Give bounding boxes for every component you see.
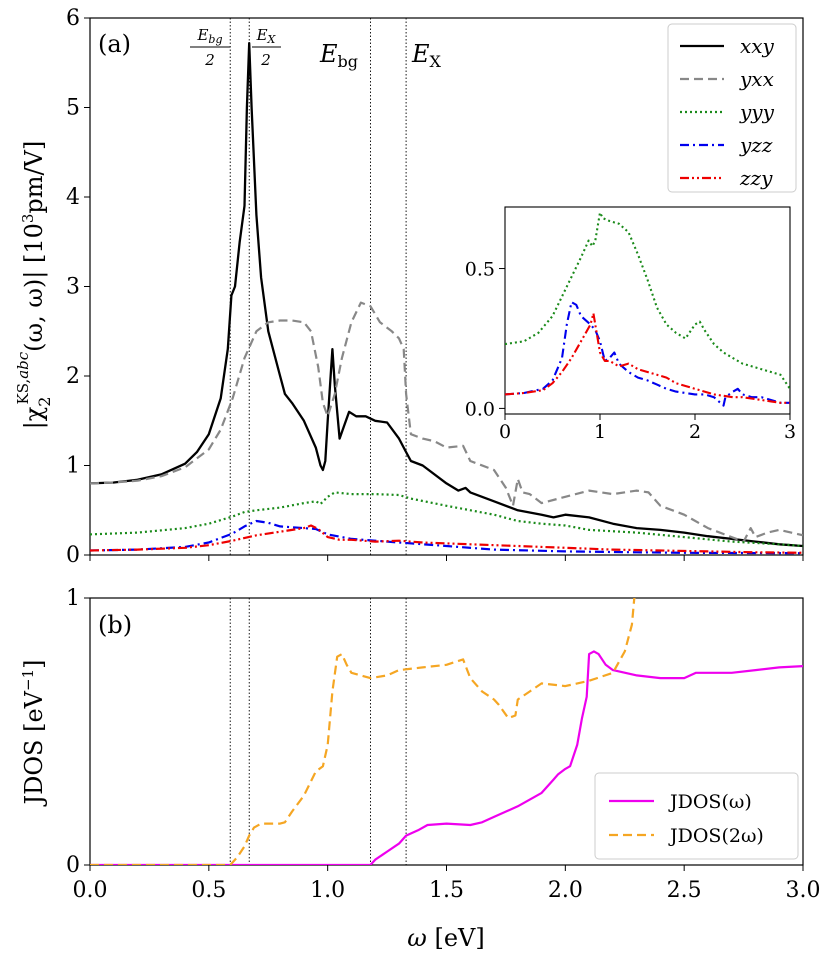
- a-ytick-label: 0: [66, 543, 80, 568]
- inset-xtick-label: 2: [689, 421, 701, 443]
- panel-b-vlines: [229, 598, 407, 865]
- svg-text:2: 2: [260, 51, 271, 69]
- panel-b-ylabel: JDOS [eV−1]: [19, 659, 48, 807]
- panel-b: 01 0.0 0.5 1.0 1.5 2.0 2.5 3.0 (b) JDOS [eV−1]…: [19, 586, 821, 952]
- a-ytick-label: 2: [66, 364, 80, 389]
- series-inset-zzy: [505, 312, 790, 404]
- legend-b-label-0: JDOS(ω): [668, 791, 752, 813]
- legend-label-xxy: xxy: [740, 34, 775, 58]
- series-yyy: [90, 491, 803, 548]
- b-xtick-label: 2.0: [548, 878, 583, 903]
- series-inset-yyy: [505, 211, 790, 390]
- legend-label-yyy: yyy: [739, 100, 775, 124]
- vline-label-ebg-half: Ebg 2: [190, 26, 230, 69]
- b-ytick-label: 0: [66, 853, 80, 878]
- inset-ticks: 0.0 0.5 0 1 2 3: [465, 259, 796, 443]
- panel-a-series: [90, 41, 803, 555]
- vline-label-ex: EX: [411, 40, 442, 71]
- panel-b-legend: JDOS(ω) JDOS(2ω): [594, 772, 799, 860]
- panel-a-y-ticks: 0 1 2 3 4 5 6: [66, 6, 90, 568]
- series-zzy: [90, 524, 803, 554]
- panel-a-label: (a): [98, 30, 131, 58]
- series-xxy: [90, 41, 803, 548]
- b-xtick-label: 0.0: [73, 878, 108, 903]
- panel-b-series: [90, 598, 803, 865]
- legend-label-yxx: yxx: [739, 67, 774, 91]
- legend-label-zzy: zzy: [739, 166, 773, 190]
- b-ytick-label: 1: [66, 586, 80, 611]
- panel-a-vlines: [229, 18, 407, 555]
- inset-series: [505, 211, 790, 407]
- a-ytick-label: 1: [66, 454, 80, 479]
- a-ytick-label: 3: [66, 275, 80, 300]
- vline-label-ex-half: EX 2: [252, 26, 281, 69]
- a-ytick-label: 5: [66, 96, 80, 121]
- series-yzz: [90, 519, 803, 555]
- b-xtick-label: 3.0: [786, 878, 821, 903]
- b-xtick-label: 2.5: [667, 878, 702, 903]
- a-ytick-label: 4: [66, 185, 80, 210]
- b-xtick-label: 1.0: [310, 878, 345, 903]
- svg-text:Ebg: Ebg: [196, 26, 222, 46]
- panel-a-inset: 0.0 0.5 0 1 2 3: [465, 206, 796, 443]
- vline-label-ebg: Ebg: [319, 40, 358, 71]
- b-xtick-label: 1.5: [429, 878, 464, 903]
- panel-b-label: (b): [98, 611, 132, 639]
- panel-b-xlabel: ω [eV]: [407, 924, 484, 952]
- series-jdos-0: [90, 650, 803, 865]
- series-inset-yzz: [505, 301, 790, 407]
- b-xtick-label: 0.5: [191, 878, 226, 903]
- panel-a-x-ticks: [89, 555, 804, 561]
- legend-label-yzz: yzz: [739, 133, 773, 157]
- inset-ytick-label: 0.0: [465, 398, 495, 420]
- svg-text:2: 2: [204, 51, 215, 69]
- inset-ytick-label: 0.5: [465, 259, 495, 281]
- inset-xtick-label: 1: [594, 421, 606, 443]
- panel-a: 0 1 2 3 4 5 6 (a) |χ2KS,abc(ω, ω)| [103pm/V] E…: [14, 6, 804, 568]
- panel-a-ylabel: |χ2KS,abc(ω, ω)| [103pm/V]: [14, 141, 54, 430]
- inset-xtick-label: 3: [784, 421, 796, 443]
- svg-text:EX: EX: [256, 26, 277, 46]
- series-jdos-1: [90, 598, 636, 865]
- panel-b-y-ticks: 01: [66, 586, 90, 878]
- series-yxx: [90, 301, 803, 543]
- inset-xtick-label: 0: [499, 421, 511, 443]
- a-ytick-label: 6: [66, 6, 80, 31]
- panel-a-legend: xxy yxx yyy yzz zzy: [667, 23, 797, 193]
- legend-b-label-1: JDOS(2ω): [668, 825, 764, 847]
- panel-b-x-ticks: 0.0 0.5 1.0 1.5 2.0 2.5 3.0: [73, 865, 821, 903]
